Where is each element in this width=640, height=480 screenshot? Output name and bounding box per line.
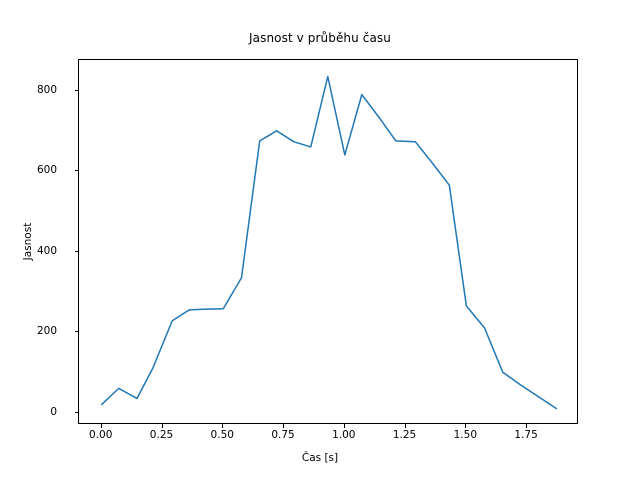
x-tick-label: 0.75 xyxy=(271,429,295,441)
y-tick-mark xyxy=(74,331,78,333)
y-tick-mark xyxy=(74,411,78,413)
x-tick-mark xyxy=(222,424,224,428)
x-tick-label: 0.50 xyxy=(210,429,234,441)
data-line-jasnost xyxy=(100,75,558,410)
y-tick-label: 0 xyxy=(50,405,57,418)
y-tick-label: 600 xyxy=(36,164,57,177)
x-tick-label: 0.25 xyxy=(149,429,174,441)
x-axis-label: Čas [s] xyxy=(301,452,339,464)
x-tick-label: 1.50 xyxy=(453,429,478,441)
x-tick-mark xyxy=(100,424,102,428)
x-tick-mark xyxy=(526,424,528,428)
y-tick-label: 800 xyxy=(36,83,57,96)
chart-title: Jasnost v průběhu času xyxy=(249,31,391,45)
y-tick-mark xyxy=(74,89,78,91)
x-tick-mark xyxy=(283,424,285,428)
y-tick-label: 200 xyxy=(36,325,57,338)
x-tick-label: 0.00 xyxy=(89,429,113,441)
x-tick-label: 1.75 xyxy=(514,429,538,441)
x-tick-mark xyxy=(343,424,345,428)
line-series-svg xyxy=(100,75,558,410)
x-tick-label: 1.25 xyxy=(392,429,417,441)
y-tick-mark xyxy=(74,170,78,172)
x-tick-label: 1.00 xyxy=(332,429,356,441)
plot-axes xyxy=(78,59,578,424)
y-tick-mark xyxy=(74,250,78,252)
x-tick-mark xyxy=(465,424,467,428)
y-axis-label: Jasnost xyxy=(22,222,34,261)
x-tick-mark xyxy=(404,424,406,428)
y-tick-label: 400 xyxy=(36,244,57,257)
x-tick-mark xyxy=(161,424,163,428)
